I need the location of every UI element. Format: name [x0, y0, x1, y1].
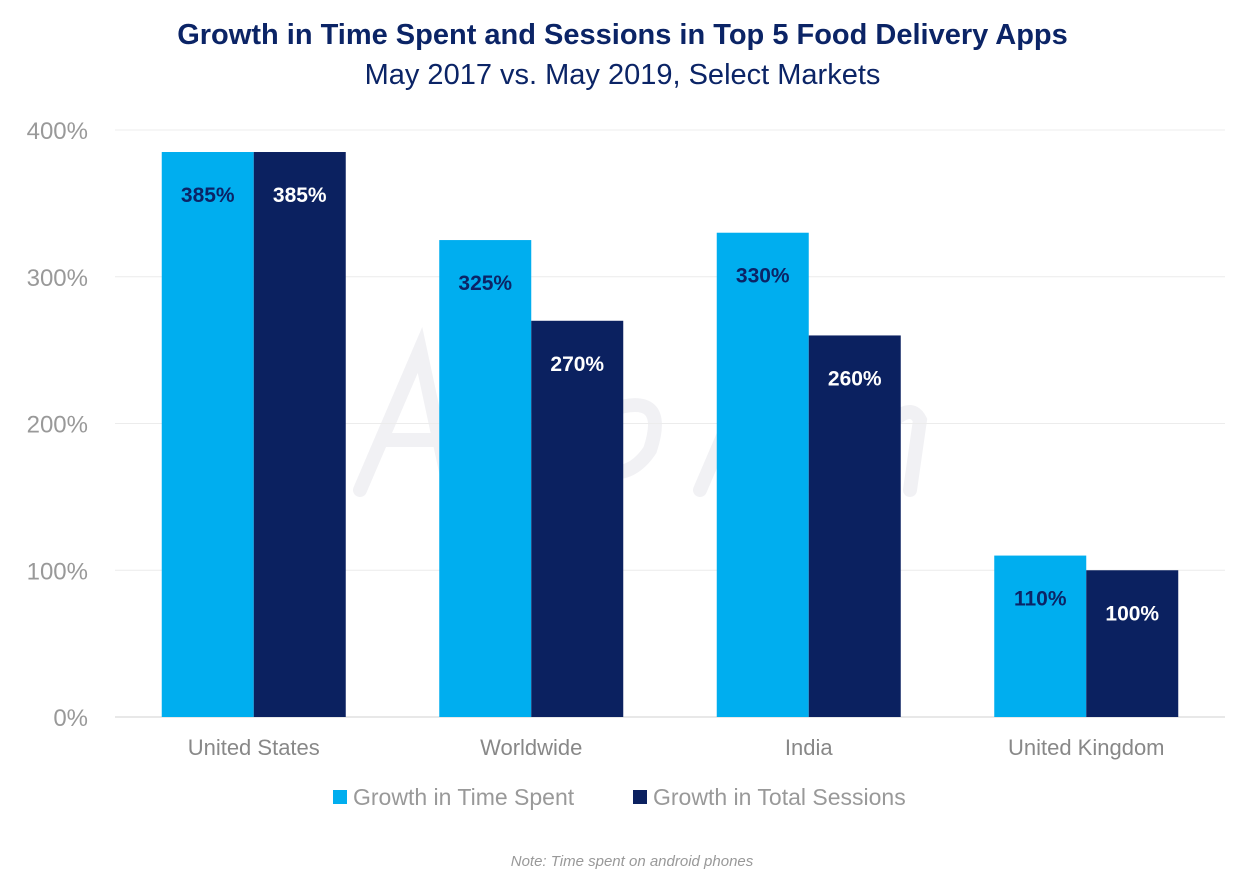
y-tick-label: 100%	[27, 558, 88, 585]
data-label: 385%	[181, 184, 235, 207]
x-tick-label: United States	[188, 735, 320, 760]
bar-time-spent	[439, 240, 532, 717]
data-label: 270%	[550, 353, 604, 376]
x-tick-label: Worldwide	[480, 735, 582, 760]
bar-total-sessions	[253, 152, 346, 717]
chart-subtitle: May 2017 vs. May 2019, Select Markets	[364, 59, 881, 91]
data-label: 260%	[828, 367, 882, 390]
bar-time-spent	[161, 152, 254, 717]
legend-label: Growth in Time Spent	[353, 784, 575, 810]
y-tick-label: 300%	[27, 265, 88, 292]
legend-swatch	[333, 790, 347, 804]
data-label: 110%	[1014, 588, 1067, 611]
bar-total-sessions	[531, 320, 624, 717]
data-label: 385%	[273, 184, 327, 207]
data-label: 330%	[736, 265, 790, 288]
bar-time-spent	[716, 232, 809, 717]
chart-title: Growth in Time Spent and Sessions in Top…	[177, 19, 1068, 51]
watermark-stroke	[353, 327, 457, 497]
legend-label: Growth in Total Sessions	[653, 784, 906, 810]
x-tick-label: United Kingdom	[1008, 735, 1165, 760]
y-tick-label: 0%	[53, 705, 88, 732]
bar-time-spent	[994, 555, 1087, 717]
footnote: Note: Time spent on android phones	[511, 853, 754, 870]
bar-total-sessions	[1086, 570, 1179, 717]
data-label: 325%	[458, 272, 512, 295]
data-label: 100%	[1105, 602, 1159, 625]
y-tick-label: 200%	[27, 412, 88, 439]
x-tick-label: India	[785, 735, 833, 760]
legend-swatch	[633, 790, 647, 804]
bar-total-sessions	[808, 335, 901, 717]
y-tick-label: 400%	[27, 118, 88, 145]
